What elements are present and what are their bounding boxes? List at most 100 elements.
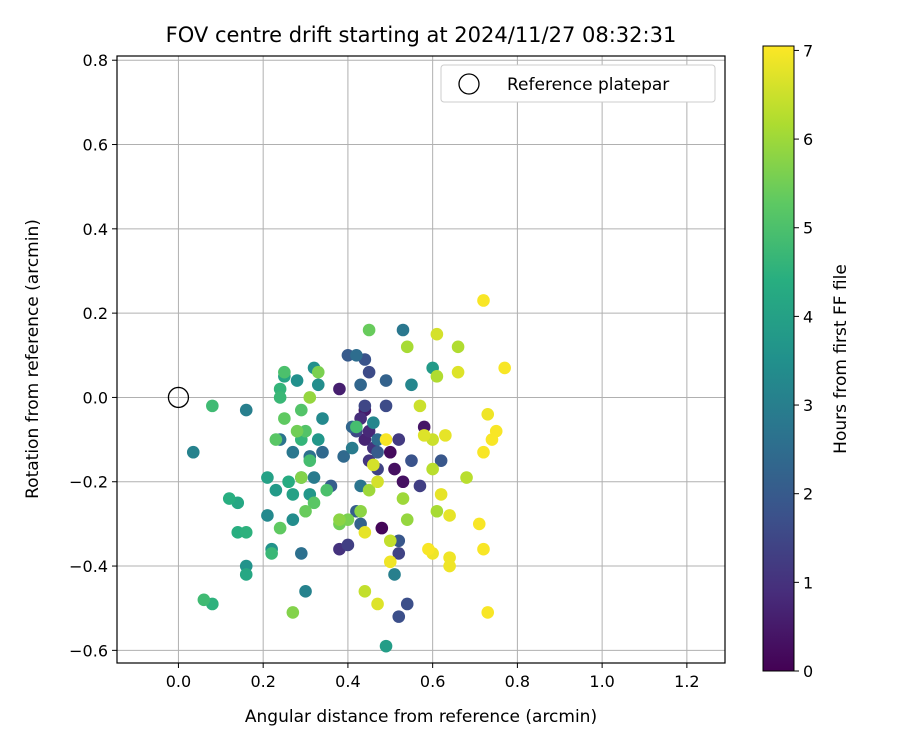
scatter-point xyxy=(290,374,304,387)
colorbar-bar xyxy=(762,45,795,672)
scatter-point xyxy=(379,399,393,413)
scatter-point xyxy=(422,542,435,556)
y-tick-label: 0.0 xyxy=(83,388,108,407)
scatter-point xyxy=(383,555,397,569)
scatter-point xyxy=(299,585,312,598)
scatter-point xyxy=(186,445,200,459)
scatter-point xyxy=(396,492,410,505)
y-tick-label: −0.6 xyxy=(69,641,108,660)
scatter-point xyxy=(417,429,431,442)
scatter-point xyxy=(434,454,448,467)
colorbar-tick-label: 1 xyxy=(803,573,813,592)
scatter-point xyxy=(358,399,372,413)
scatter-point xyxy=(498,361,511,375)
scatter-point xyxy=(367,458,380,472)
colorbar: 0 1 2 3 4 5 6 7 Hours from first FF file xyxy=(762,41,851,681)
scatter-point xyxy=(388,568,401,581)
scatter-point xyxy=(400,340,414,354)
scatter-point xyxy=(197,593,211,607)
y-tick-label: −0.2 xyxy=(69,473,108,492)
scatter-point xyxy=(295,403,308,417)
scatter-point xyxy=(278,412,291,425)
y-tick-label: 0.4 xyxy=(83,220,108,239)
scatter-point xyxy=(396,323,410,337)
scatter-point xyxy=(430,504,444,518)
x-tick-label: 0.8 xyxy=(505,672,530,691)
scatter-point xyxy=(405,454,418,467)
x-tick-label: 1.2 xyxy=(674,672,699,691)
x-tick-label: 0.0 xyxy=(166,672,191,691)
scatter-point xyxy=(371,475,384,489)
scatter-point xyxy=(388,462,401,476)
scatter-point xyxy=(472,517,486,531)
scatter-point xyxy=(311,433,325,446)
scatter-point xyxy=(320,483,334,497)
y-tick-label: 0.2 xyxy=(83,304,108,323)
scatter-point xyxy=(261,509,274,522)
x-axis-ticks: 0.0 0.2 0.4 0.6 0.8 1.0 1.2 xyxy=(166,663,700,691)
scatter-point xyxy=(286,488,300,501)
scatter-point xyxy=(337,450,350,463)
scatter-point xyxy=(239,403,253,417)
y-tick-label: −0.4 xyxy=(69,557,108,576)
scatter-point xyxy=(286,606,300,619)
colorbar-ticks: 0 1 2 3 4 5 6 7 xyxy=(794,41,813,681)
legend-marker xyxy=(458,73,480,95)
scatter-point xyxy=(371,597,384,611)
chart-title: FOV centre drift starting at 2024/11/27 … xyxy=(166,23,677,47)
scatter-point xyxy=(206,399,219,413)
scatter-point xyxy=(392,433,406,446)
scatter-point xyxy=(311,378,325,392)
scatter-point xyxy=(443,559,456,573)
x-tick-label: 0.4 xyxy=(335,672,360,691)
scatter-point xyxy=(286,513,300,526)
scatter-point xyxy=(354,504,367,518)
scatter-point xyxy=(350,420,363,434)
scatter-point xyxy=(303,391,317,404)
legend: Reference platepar xyxy=(440,64,716,103)
scatter-point xyxy=(295,471,308,484)
scatter-point xyxy=(371,445,384,459)
scatter-point xyxy=(481,407,495,421)
scatter-point xyxy=(477,294,490,307)
scatter-point xyxy=(269,483,283,497)
scatter-point xyxy=(269,433,283,446)
scatter-point xyxy=(239,568,253,581)
scatter-point xyxy=(273,521,287,535)
scatter-point xyxy=(443,509,456,522)
scatter-point xyxy=(362,323,376,337)
scatter-point xyxy=(265,547,278,560)
scatter-point xyxy=(345,441,359,455)
scatter-point xyxy=(316,412,329,425)
scatter-point xyxy=(379,433,393,446)
x-tick-label: 0.2 xyxy=(250,672,275,691)
scatter-point xyxy=(311,365,325,379)
colorbar-tick-label: 7 xyxy=(803,41,813,60)
scatter-point xyxy=(392,610,406,623)
scatter-point xyxy=(489,424,503,438)
scatter-point xyxy=(362,483,376,497)
scatter-point xyxy=(295,547,308,560)
colorbar-tick-label: 4 xyxy=(803,307,813,326)
scatter-point xyxy=(341,538,355,552)
scatter-point xyxy=(362,365,376,379)
scatter-point xyxy=(290,424,304,438)
scatter-point xyxy=(222,492,236,505)
scatter-point xyxy=(392,547,406,560)
colorbar-tick-label: 5 xyxy=(803,219,813,238)
legend-entry: Reference platepar xyxy=(507,75,669,95)
scatter-point xyxy=(333,382,346,396)
scatter-point xyxy=(460,471,473,484)
scatter-point xyxy=(413,399,427,413)
x-axis-label: Angular distance from reference (arcmin) xyxy=(245,707,597,727)
scatter-point xyxy=(434,488,448,501)
scatter-point xyxy=(299,504,312,518)
y-tick-label: 0.6 xyxy=(83,136,108,155)
scatter-point xyxy=(307,471,321,484)
scatter-point xyxy=(430,370,444,383)
scatter-point xyxy=(303,454,317,467)
scatter-point xyxy=(430,327,444,341)
scatter-point xyxy=(307,496,321,510)
reference-platepar-marker xyxy=(167,386,190,409)
